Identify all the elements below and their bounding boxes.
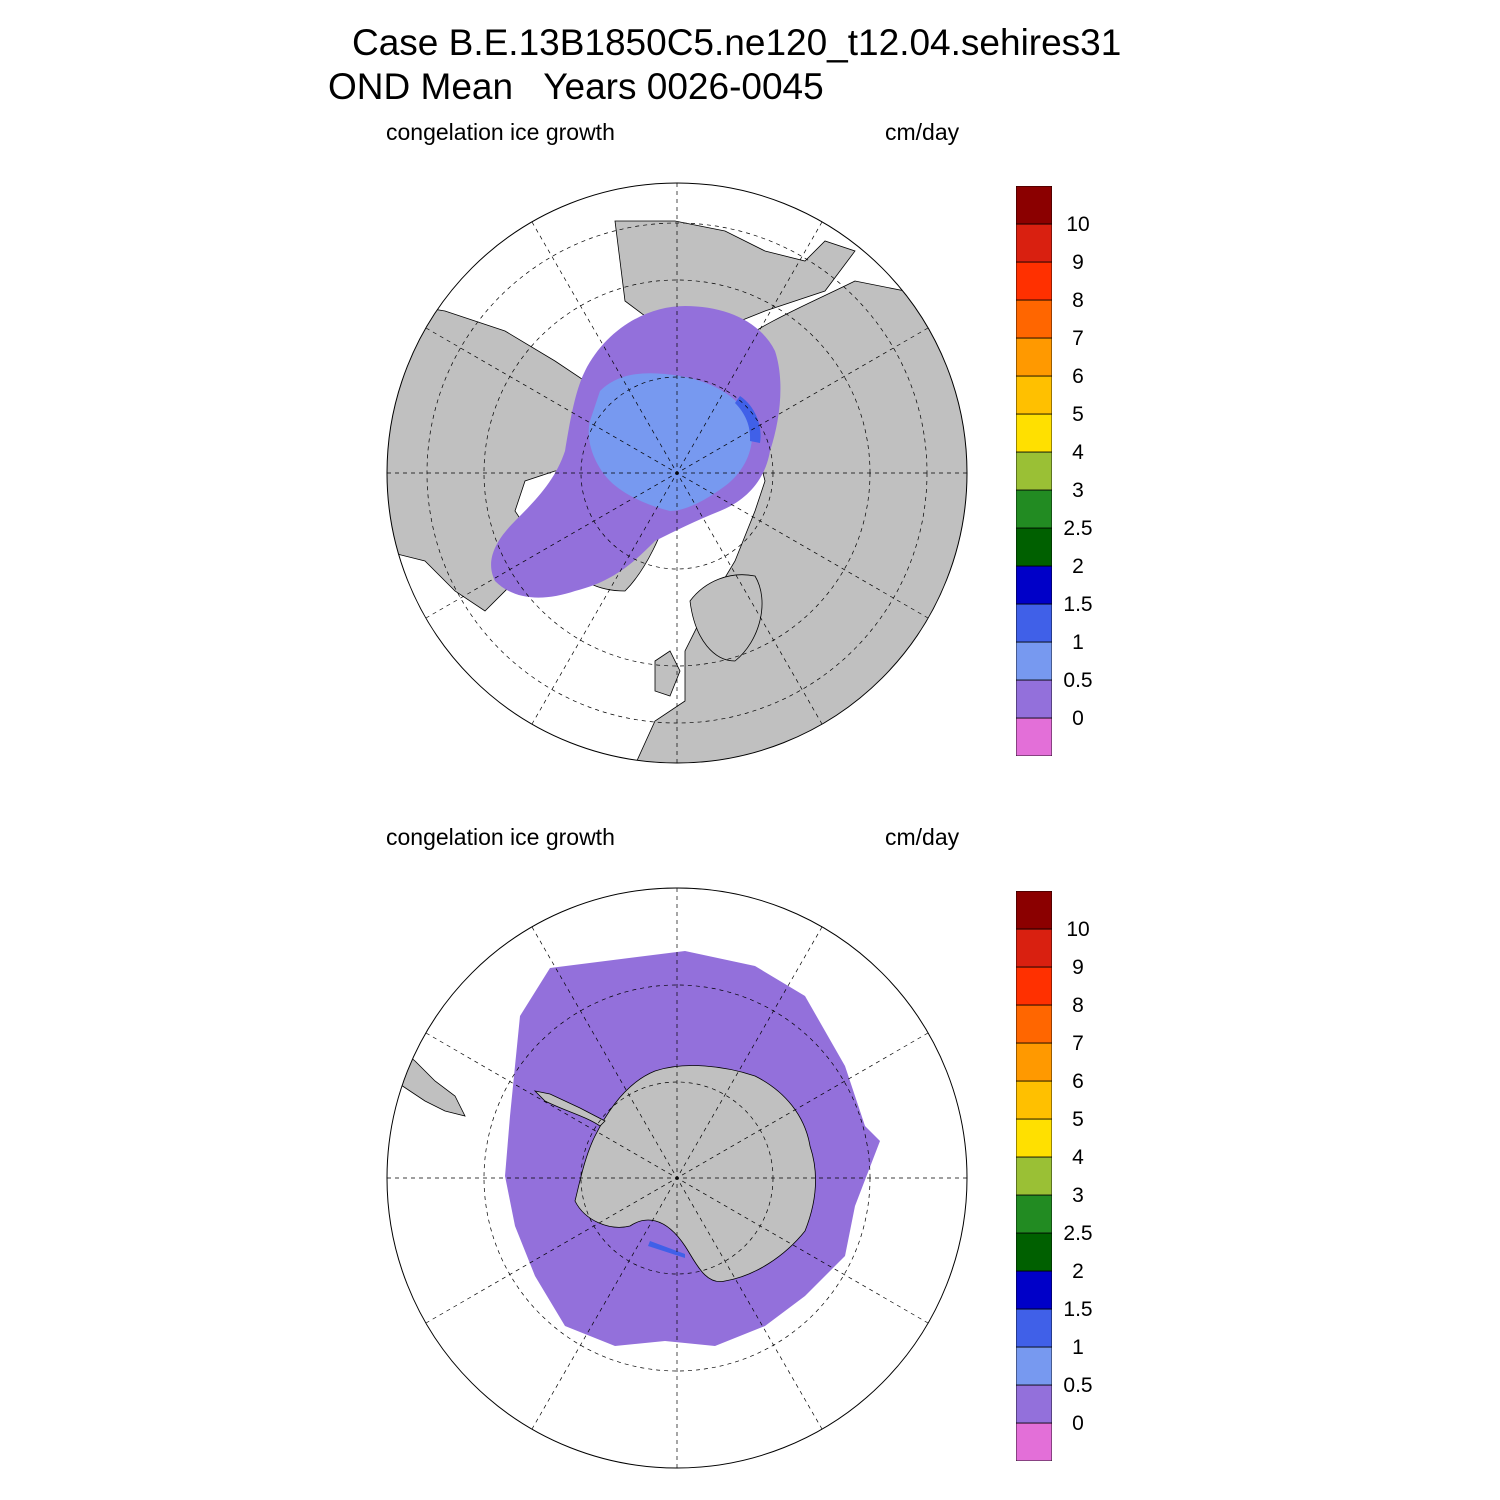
north-colorbar-tick-label: 10 <box>1066 213 1090 236</box>
south-land-peninsula <box>533 1090 606 1127</box>
south-colorbar-segment <box>1016 1118 1052 1158</box>
north-colorbar <box>1016 186 1052 756</box>
plot-title-case: Case B.E.13B1850C5.ne120_t12.04.sehires3… <box>352 22 1122 63</box>
south-colorbar-tick-label: 5 <box>1072 1108 1084 1131</box>
south-colorbar-segment <box>1016 1156 1052 1196</box>
north-polar-map <box>386 182 968 764</box>
north-colorbar-segment <box>1016 223 1052 263</box>
south-colorbar-segment <box>1016 1308 1052 1348</box>
south-colorbar-segment <box>1016 891 1052 930</box>
north-land-north-america <box>387 300 616 612</box>
south-colorbar-tick-label: 1.5 <box>1063 1298 1093 1321</box>
north-colorbar-segment <box>1016 641 1052 681</box>
north-colorbar-segment <box>1016 337 1052 377</box>
south-colorbar-segment <box>1016 1384 1052 1424</box>
north-colorbar-tick-label: 0.5 <box>1063 669 1093 692</box>
north-colorbar-tick-label: 0 <box>1072 707 1084 730</box>
south-colorbar-tick-label: 3 <box>1072 1184 1084 1207</box>
south-colorbar-segment <box>1016 928 1052 968</box>
north-colorbar-segment <box>1016 603 1052 643</box>
north-colorbar-segment <box>1016 375 1052 415</box>
north-colorbar-tick-label: 2 <box>1072 555 1084 578</box>
north-colorbar-tick-label: 6 <box>1072 365 1084 388</box>
north-colorbar-segment <box>1016 679 1052 719</box>
north-colorbar-segment <box>1016 527 1052 567</box>
south-colorbar-tick-label: 9 <box>1072 956 1084 979</box>
south-colorbar-segment <box>1016 1346 1052 1386</box>
north-ice-edge <box>735 396 761 443</box>
south-colorbar-tick-label: 10 <box>1066 918 1090 941</box>
north-colorbar-segment <box>1016 299 1052 339</box>
north-colorbar-tick-label: 2.5 <box>1063 517 1093 540</box>
south-land-antarctica <box>574 1065 816 1283</box>
south-colorbar-tick-label: 4 <box>1072 1146 1084 1169</box>
plot-title-period: OND Mean Years 0026-0045 <box>328 66 824 107</box>
south-ice-shelf-edge <box>648 1241 685 1258</box>
north-units-label: cm/day <box>885 119 960 145</box>
south-colorbar-segment <box>1016 1232 1052 1272</box>
north-colorbar-tick-label: 7 <box>1072 327 1084 350</box>
south-colorbar-tick-label: 1 <box>1072 1336 1084 1359</box>
north-colorbar-tick-label: 4 <box>1072 441 1084 464</box>
north-colorbar-segment <box>1016 565 1052 605</box>
north-colorbar-segment <box>1016 489 1052 529</box>
south-colorbar-segment <box>1016 1042 1052 1082</box>
south-colorbar-segment <box>1016 1270 1052 1310</box>
south-colorbar-tick-label: 0 <box>1072 1412 1084 1435</box>
north-land-uk <box>654 650 681 697</box>
north-land-scandinavia <box>689 574 763 662</box>
south-polar-map <box>386 887 968 1469</box>
north-colorbar-segment <box>1016 413 1052 453</box>
north-colorbar-tick-label: 9 <box>1072 251 1084 274</box>
north-colorbar-segment <box>1016 717 1052 756</box>
north-colorbar-tick-label: 8 <box>1072 289 1084 312</box>
north-colorbar-ticks: 0 0.5 1 1.5 2 2.5 3 4 5 6 7 8 9 10 <box>1060 186 1120 756</box>
north-colorbar-tick-label: 5 <box>1072 403 1084 426</box>
north-colorbar-tick-label: 1.5 <box>1063 593 1093 616</box>
north-ice-inner <box>588 373 753 511</box>
south-colorbar <box>1016 891 1052 1461</box>
south-colorbar-segment <box>1016 1194 1052 1234</box>
south-colorbar-tick-label: 0.5 <box>1063 1374 1093 1397</box>
south-colorbar-ticks: 0 0.5 1 1.5 2 2.5 3 4 5 6 7 8 9 10 <box>1060 891 1120 1461</box>
north-colorbar-segment <box>1016 451 1052 491</box>
south-colorbar-tick-label: 7 <box>1072 1032 1084 1055</box>
north-variable-label: congelation ice growth <box>386 119 615 145</box>
south-colorbar-segment <box>1016 1080 1052 1120</box>
south-colorbar-tick-label: 2.5 <box>1063 1222 1093 1245</box>
south-colorbar-segment <box>1016 1004 1052 1044</box>
south-colorbar-tick-label: 8 <box>1072 994 1084 1017</box>
north-colorbar-segment <box>1016 261 1052 301</box>
south-variable-label: congelation ice growth <box>386 824 615 850</box>
south-colorbar-tick-label: 2 <box>1072 1260 1084 1283</box>
south-units-label: cm/day <box>885 824 960 850</box>
north-colorbar-tick-label: 3 <box>1072 479 1084 502</box>
north-colorbar-segment <box>1016 186 1052 225</box>
south-colorbar-tick-label: 6 <box>1072 1070 1084 1093</box>
south-colorbar-segment <box>1016 1422 1052 1461</box>
south-colorbar-segment <box>1016 966 1052 1006</box>
north-colorbar-tick-label: 1 <box>1072 631 1084 654</box>
